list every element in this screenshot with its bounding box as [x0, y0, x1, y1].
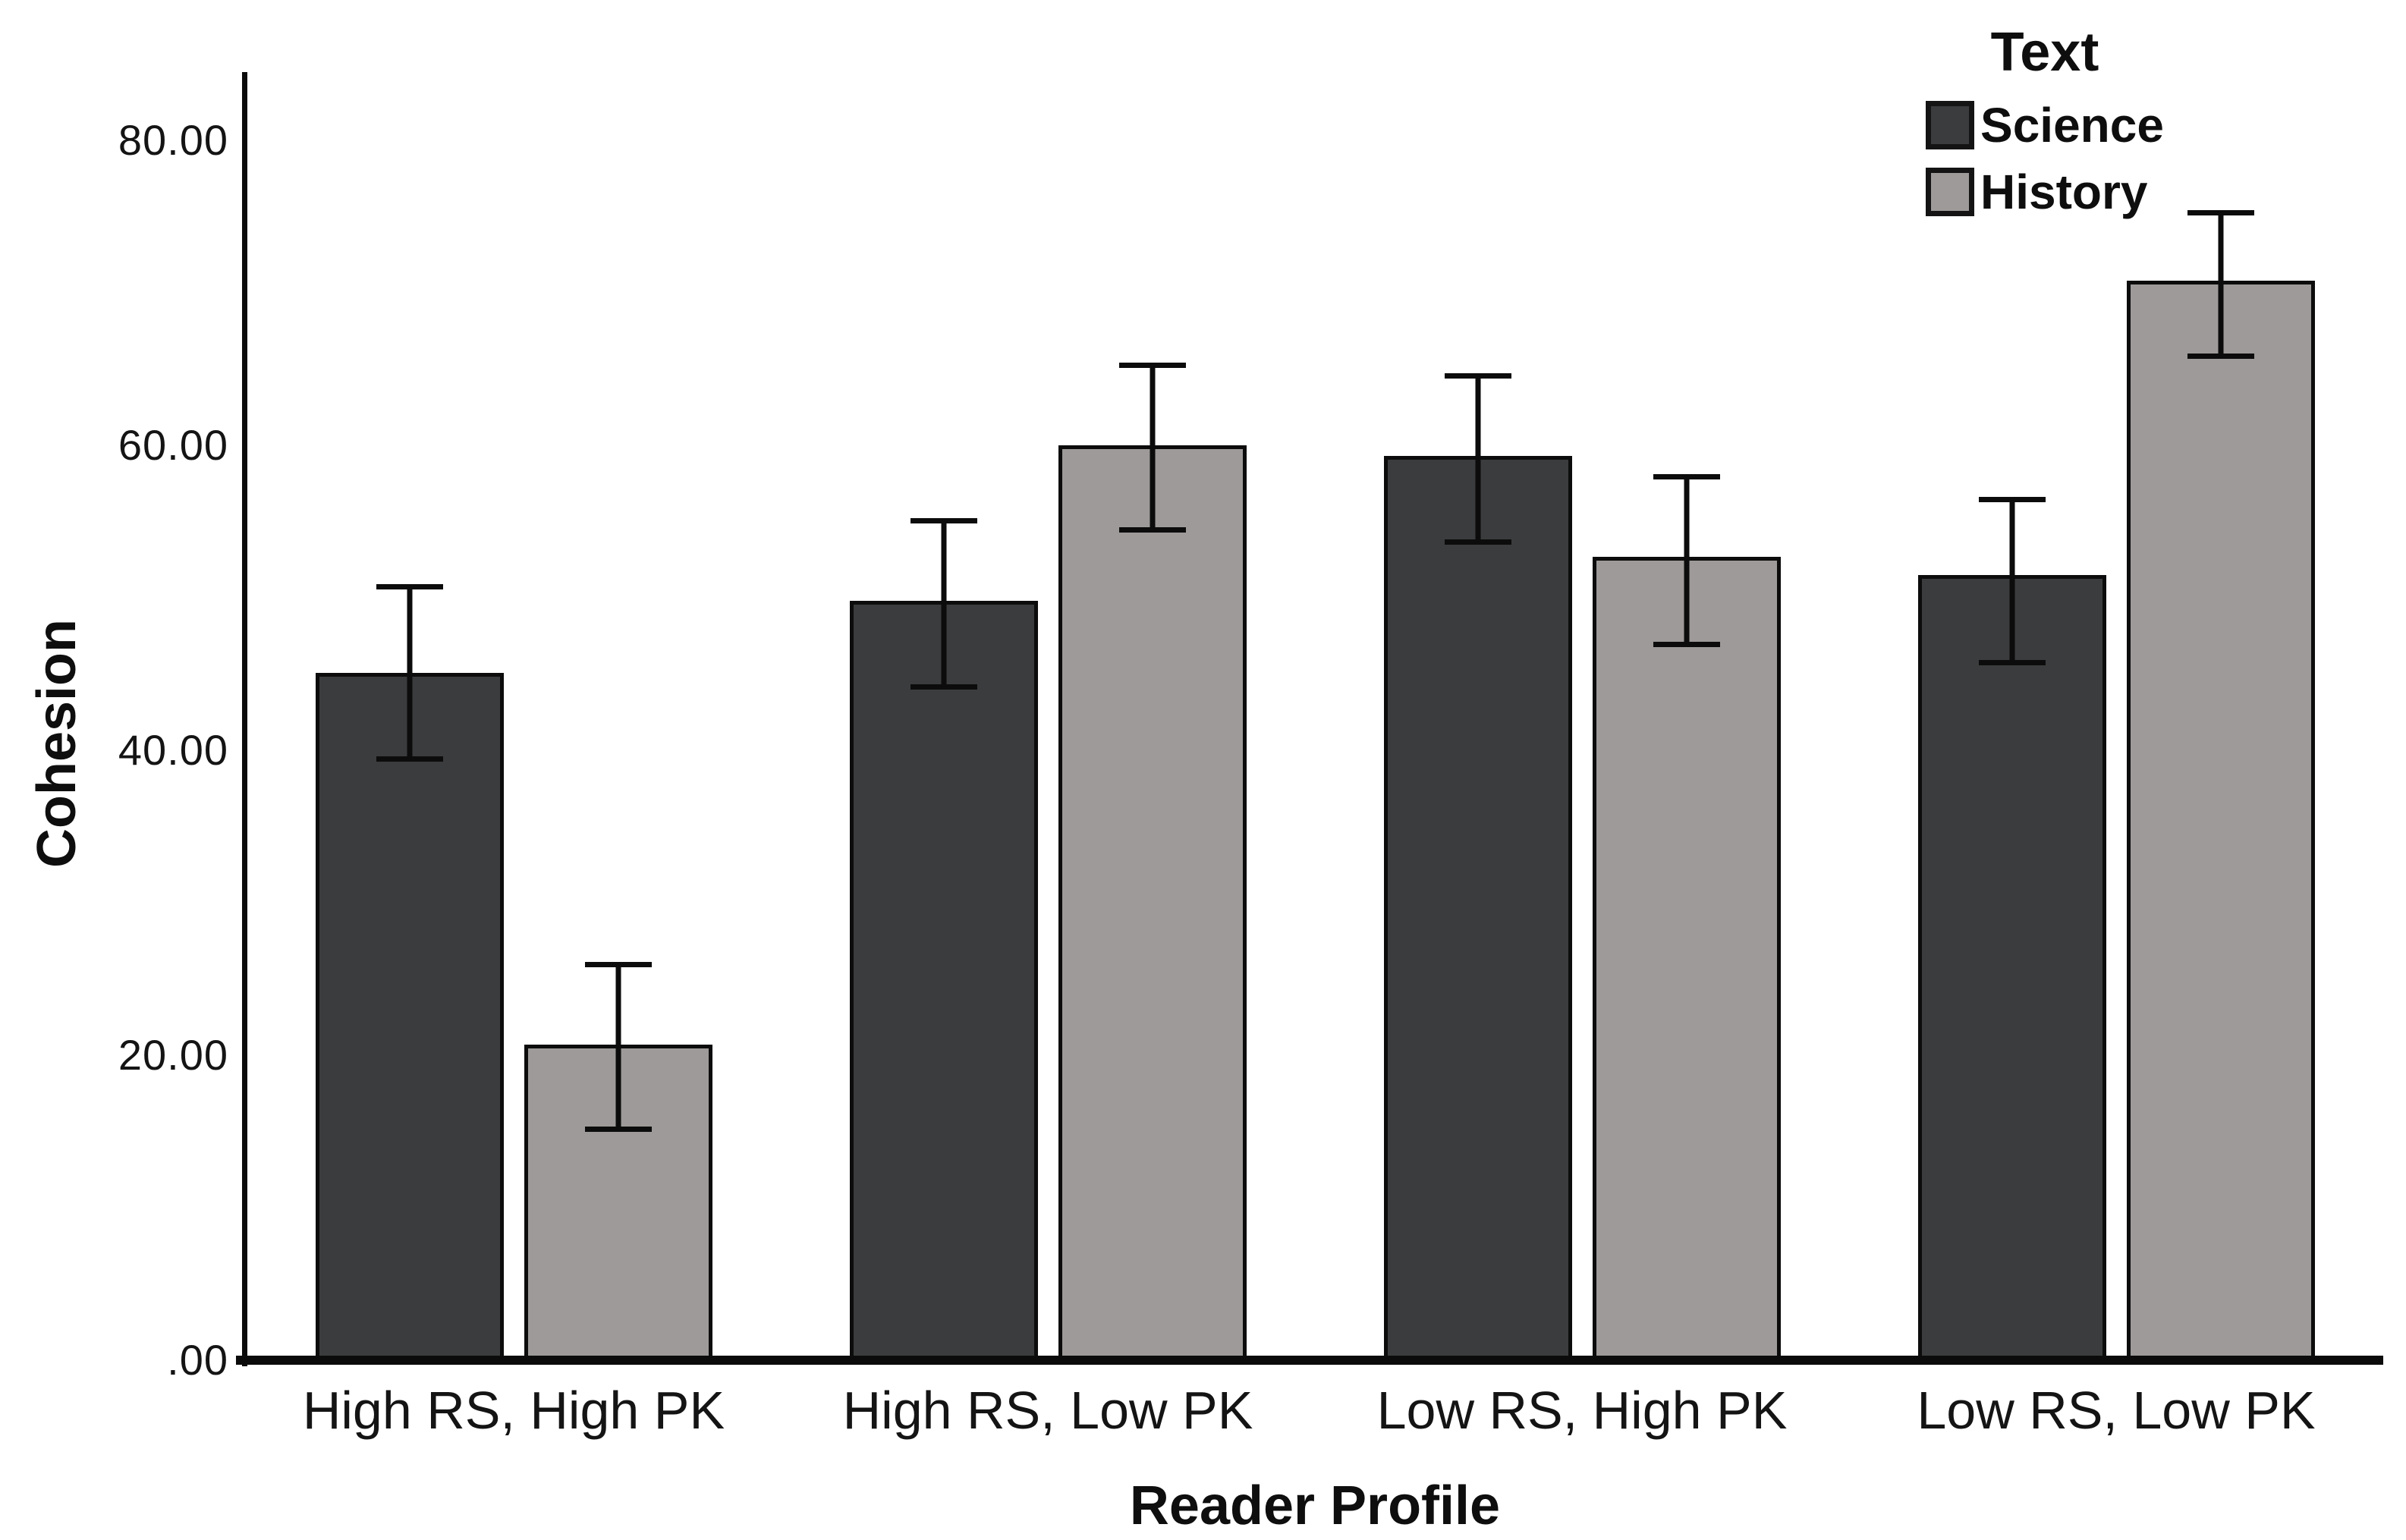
- plot-area: .00 20.00 40.00 60.00 80.00: [118, 72, 2383, 1381]
- error-bar-cap-bottom: [1978, 660, 2046, 666]
- y-tick-label: .00: [167, 1336, 228, 1384]
- legend: Text Science History: [1926, 21, 2164, 220]
- error-bar-line: [1684, 476, 1689, 645]
- legend-label: History: [1980, 165, 2148, 219]
- legend-items: Science History: [1926, 97, 2164, 220]
- bar-science-3: [1383, 373, 1572, 1360]
- legend-swatch-science: [1926, 101, 1974, 149]
- legend-swatch-history: [1926, 168, 1974, 216]
- bar-history-2: [1058, 363, 1247, 1360]
- x-axis-title: Reader Profile: [1129, 1476, 1501, 1536]
- y-axis-line: [242, 72, 247, 1366]
- bar-group: [781, 72, 1315, 1360]
- x-category-label: High RS, Low PK: [842, 1381, 1253, 1440]
- y-tick-label: 40.00: [118, 726, 228, 775]
- error-bar-cap-bottom: [910, 684, 977, 690]
- bar-science-1: [315, 583, 504, 1360]
- bar-group: [1849, 72, 2383, 1360]
- error-bar-cap-top: [1978, 497, 2046, 503]
- error-bar-line: [1150, 365, 1155, 530]
- bar-group: [1315, 72, 1849, 1360]
- bar-history-4: [2126, 210, 2315, 1360]
- bar-groups: [247, 72, 2383, 1360]
- error-bar-line: [941, 520, 946, 687]
- error-bar-cap-bottom: [2187, 354, 2254, 360]
- x-category-label: Low RS, Low PK: [1917, 1381, 2316, 1440]
- error-bar-line: [2009, 499, 2014, 663]
- error-bar-cap-bottom: [1444, 539, 1511, 545]
- legend-title: Text: [1990, 22, 2099, 83]
- error-bar-cap-top: [1118, 363, 1186, 369]
- bar-science-2: [849, 518, 1038, 1360]
- y-axis-ticks: .00 20.00 40.00 60.00 80.00: [118, 72, 2383, 1381]
- x-axis-category-labels: High RS, High PK High RS, Low PK Low RS, H…: [247, 1382, 2383, 1438]
- x-axis-line: [236, 1356, 2383, 1365]
- x-category-label: High RS, High PK: [302, 1381, 725, 1440]
- error-bar-cap-bottom: [584, 1127, 652, 1133]
- error-bar-cap-top: [910, 518, 977, 524]
- bar-history-1: [524, 962, 712, 1360]
- error-bar-cap-bottom: [1653, 642, 1720, 648]
- error-bar-cap-top: [584, 962, 652, 968]
- x-category-label: Low RS, High PK: [1376, 1381, 1788, 1440]
- error-bar-line: [407, 586, 412, 759]
- error-bar-cap-top: [376, 583, 443, 589]
- error-bar-cap-bottom: [1118, 527, 1186, 533]
- error-bar-line: [615, 964, 621, 1130]
- y-tick-label: 80.00: [118, 116, 228, 165]
- bar-science-4: [1917, 497, 2106, 1360]
- legend-item-history: History: [1926, 164, 2164, 220]
- error-bar-cap-bottom: [376, 756, 443, 762]
- legend-item-science: Science: [1926, 97, 2164, 153]
- y-tick-label: 20.00: [118, 1031, 228, 1080]
- error-bar-cap-top: [2187, 210, 2254, 216]
- error-bar-line: [2218, 212, 2223, 357]
- y-tick-label: 60.00: [118, 421, 228, 470]
- error-bar-cap-top: [1444, 373, 1511, 379]
- error-bar-cap-top: [1653, 474, 1720, 479]
- bar-history-3: [1592, 474, 1781, 1360]
- error-bar-line: [1475, 376, 1480, 542]
- legend-label: Science: [1980, 98, 2164, 152]
- bar-group: [247, 72, 781, 1360]
